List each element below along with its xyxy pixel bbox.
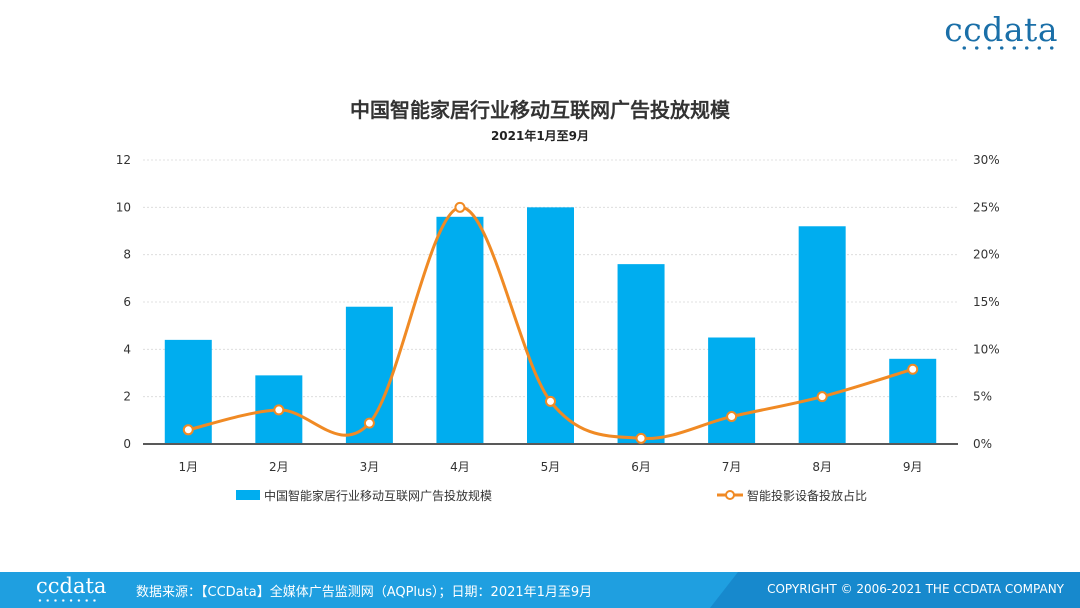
logo-dots-decoration bbox=[958, 46, 1058, 50]
x-tick-label: 9月 bbox=[903, 460, 923, 474]
y-left-tick-label: 12 bbox=[116, 153, 131, 167]
y-left-tick-label: 4 bbox=[123, 342, 131, 356]
bar bbox=[527, 207, 574, 444]
x-tick-label: 5月 bbox=[541, 460, 561, 474]
chart-title: 中国智能家居行业移动互联网广告投放规模 bbox=[350, 98, 730, 122]
legend-swatch-bar bbox=[236, 490, 260, 500]
footer-logo-dots bbox=[36, 599, 98, 602]
line-point bbox=[454, 201, 466, 213]
line-point bbox=[545, 395, 556, 407]
bar bbox=[617, 264, 665, 444]
bar bbox=[436, 216, 484, 444]
x-tick-label: 4月 bbox=[450, 460, 470, 474]
y-right-tick-label: 5% bbox=[973, 390, 992, 404]
legend-label-line: 智能投影设备投放占比 bbox=[747, 488, 867, 503]
x-tick-label: 2月 bbox=[269, 460, 289, 474]
line-point bbox=[273, 404, 285, 416]
x-tick-label: 8月 bbox=[812, 460, 832, 474]
footer-logo: ccdata bbox=[36, 574, 107, 598]
y-left-tick-label: 6 bbox=[123, 295, 131, 309]
y-right-tick-label: 20% bbox=[973, 248, 1000, 262]
y-right-tick-label: 30% bbox=[973, 153, 1000, 167]
y-right-tick-label: 10% bbox=[973, 342, 1000, 356]
data-source-text: 数据来源：【CCData】全媒体广告监测网（AQPlus）；日期：2021年1月… bbox=[136, 585, 593, 600]
bar bbox=[708, 337, 756, 444]
y-right-tick-label: 0% bbox=[973, 437, 992, 451]
x-tick-label: 6月 bbox=[631, 460, 651, 474]
y-left-tick-label: 8 bbox=[123, 248, 131, 262]
chart-canvas: 0 0%2 5%4 10%6 15%8 20%10 25%12 30%1月 2月 3月 4月 5月 6月… bbox=[116, 153, 1000, 503]
legend-swatch-marker bbox=[725, 490, 735, 500]
footer-bar: ccdata 数据来源：【CCData】全媒体广告监测网（AQPlus）；日期：… bbox=[0, 572, 1080, 608]
y-left-tick-label: 10 bbox=[116, 200, 131, 214]
legend-label-bar: 中国智能家居行业移动互联网广告投放规模 bbox=[264, 488, 492, 503]
x-tick-label: 3月 bbox=[360, 460, 380, 474]
line-point bbox=[182, 424, 194, 436]
y-left-tick-label: 2 bbox=[123, 390, 131, 404]
line-point bbox=[635, 432, 647, 444]
x-tick-label: 7月 bbox=[722, 460, 742, 474]
bar bbox=[798, 226, 846, 444]
y-right-tick-label: 15% bbox=[973, 295, 1000, 309]
footer-accent-panel bbox=[710, 572, 1080, 608]
series-line bbox=[187, 205, 914, 441]
line-point bbox=[816, 391, 828, 403]
line-point bbox=[363, 417, 375, 429]
x-tick-label: 1月 bbox=[178, 460, 198, 474]
chart-subtitle: 2021年1月至9月 bbox=[490, 129, 590, 143]
ccdata-logo: ccdata bbox=[944, 10, 1058, 49]
y-right-tick-label: 25% bbox=[973, 200, 1000, 214]
line-point bbox=[907, 363, 919, 375]
y-left-tick-label: 0 bbox=[123, 437, 131, 451]
line-point bbox=[726, 411, 738, 423]
copyright-text: COPYRIGHT © 2006-2021 THE CCDATA COMPANY bbox=[767, 582, 1064, 596]
